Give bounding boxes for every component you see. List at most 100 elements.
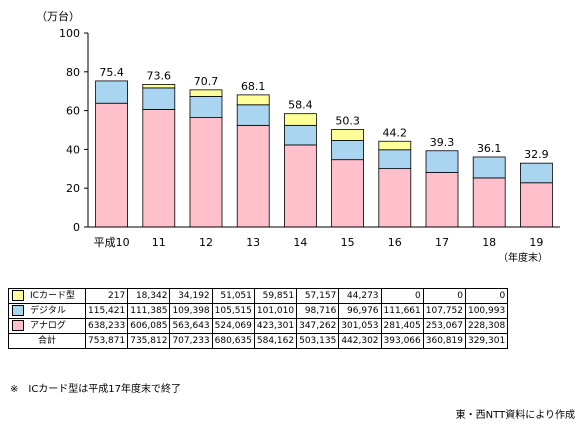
table-total-row: 合計 753,871 735,812 707,233 680,635 584,162 503… [8, 333, 509, 349]
bar-total-label: 32.9 [524, 148, 549, 161]
y-tick-label: 80 [66, 66, 80, 79]
table-cell: 109,398 [169, 303, 213, 319]
bar-segment [331, 140, 365, 161]
x-tick-label: 12 [199, 236, 213, 249]
table-cell: 0 [464, 288, 509, 304]
table-row: デジタル 115,421 111,385 109,398 105,515 101,010 9… [8, 303, 509, 319]
bar-segment [236, 124, 270, 228]
table-total-cell: 442,302 [338, 333, 382, 349]
x-tick-label: 17 [435, 236, 449, 249]
table-cell: 217 [84, 288, 129, 304]
table-cell: 111,661 [380, 303, 424, 319]
table-cell: 98,716 [296, 303, 340, 319]
table-cell: 18,342 [127, 288, 171, 304]
y-axis-unit-label: （万台） [36, 9, 80, 23]
x-tick-label: 16 [388, 236, 402, 249]
x-tick-label: 19 [529, 236, 543, 249]
y-tick-label: 20 [66, 182, 80, 195]
table-total-cell: 360,819 [422, 333, 466, 349]
table-cell: 51,051 [211, 288, 255, 304]
bar-segment [236, 94, 270, 106]
table-row: ICカード型 217 18,342 34,192 51,051 59,851 57,157 4… [8, 288, 509, 304]
bar-segment [142, 109, 176, 228]
x-tick-label: 14 [293, 236, 307, 249]
table-total-cell: 393,066 [380, 333, 424, 349]
bar-total-label: 75.4 [99, 66, 124, 79]
x-axis-sublabel: （年度末） [498, 251, 548, 264]
y-tick-label: 100 [59, 27, 80, 40]
y-tick-label: 0 [73, 221, 80, 234]
table-cell: 59,851 [253, 288, 298, 304]
table-cell: 563,643 [169, 318, 213, 334]
x-tick-label: 15 [341, 236, 355, 249]
table-cell: 96,976 [338, 303, 382, 319]
table-cell: 105,515 [211, 303, 255, 319]
footnote: ※ ICカード型は平成17年度末で終了 [10, 384, 182, 395]
table-total-cell: 329,301 [464, 333, 509, 349]
bar-total-label: 68.1 [241, 80, 266, 93]
table-cell: 101,010 [253, 303, 298, 319]
table-cell: 0 [422, 288, 466, 304]
bar-segment [331, 129, 365, 141]
total-label-cell: 合計 [8, 333, 86, 349]
bar-total-label: 36.1 [477, 142, 502, 155]
legend-swatch [12, 320, 24, 331]
x-tick-label: 13 [246, 236, 260, 249]
table-total-cell: 707,233 [169, 333, 213, 349]
table-cell: 347,262 [296, 318, 340, 334]
stacked-bar-chart: （万台） 0 20 40 60 80 100 75.4 73.6 70.7 68.1 58.4 50… [36, 9, 560, 264]
series-label-cell: アナログ [8, 318, 86, 334]
bar-segment [378, 149, 412, 170]
series-label-cell: ICカード型 [8, 288, 86, 304]
bar-segment [95, 80, 128, 104]
table-cell: 301,053 [338, 318, 382, 334]
y-tick-label: 40 [66, 143, 80, 156]
y-tick-label: 60 [66, 105, 80, 118]
table-cell: 228,308 [464, 318, 509, 334]
table-cell: 524,069 [211, 318, 255, 334]
legend-swatch [12, 305, 24, 316]
bar-segment [472, 177, 506, 228]
bar-segment [189, 117, 223, 228]
bar-segment [189, 96, 223, 118]
bar-segment [378, 168, 412, 228]
table-cell: 253,067 [422, 318, 466, 334]
table-row: アナログ 638,233 606,085 563,643 524,069 423,301 3… [8, 318, 509, 334]
table-cell: 638,233 [84, 318, 129, 334]
bar-segment [283, 113, 317, 126]
series-label-cell: デジタル [8, 303, 86, 319]
table-total-cell: 753,871 [84, 333, 129, 349]
table-cell: 34,192 [169, 288, 213, 304]
x-tick-label: 11 [152, 236, 166, 249]
bar-segment [425, 172, 459, 228]
table-cell: 100,993 [464, 303, 509, 319]
series-label: アナログ [30, 321, 66, 331]
series-label: デジタル [30, 306, 66, 316]
table-total-cell: 735,812 [127, 333, 171, 349]
bar-segment [331, 159, 365, 228]
bar-segment [378, 140, 412, 151]
table-cell: 281,405 [380, 318, 424, 334]
series-label: ICカード型 [30, 291, 75, 301]
table-cell: 423,301 [253, 318, 298, 334]
x-tick-label: 18 [482, 236, 496, 249]
bar-segment [189, 89, 223, 97]
legend-swatch [12, 290, 24, 301]
bar-segment [236, 104, 270, 126]
bar-total-label: 58.4 [288, 99, 313, 112]
bar-total-label: 73.6 [147, 69, 172, 82]
source-note: 東・西NTT資料により作成 [455, 410, 575, 421]
table-total-cell: 680,635 [211, 333, 255, 349]
table-cell: 107,752 [422, 303, 466, 319]
bar-total-label: 39.3 [430, 136, 455, 149]
table-cell: 606,085 [127, 318, 171, 334]
bar-segment [283, 144, 317, 228]
bar-segment [425, 150, 459, 173]
bar-segment [520, 182, 553, 228]
table-cell: 111,385 [127, 303, 171, 319]
table-cell: 115,421 [84, 303, 129, 319]
bar-total-label: 44.2 [383, 126, 408, 139]
bar-segment [142, 87, 176, 110]
table-cell: 57,157 [296, 288, 340, 304]
bar-total-label: 70.7 [194, 75, 219, 88]
